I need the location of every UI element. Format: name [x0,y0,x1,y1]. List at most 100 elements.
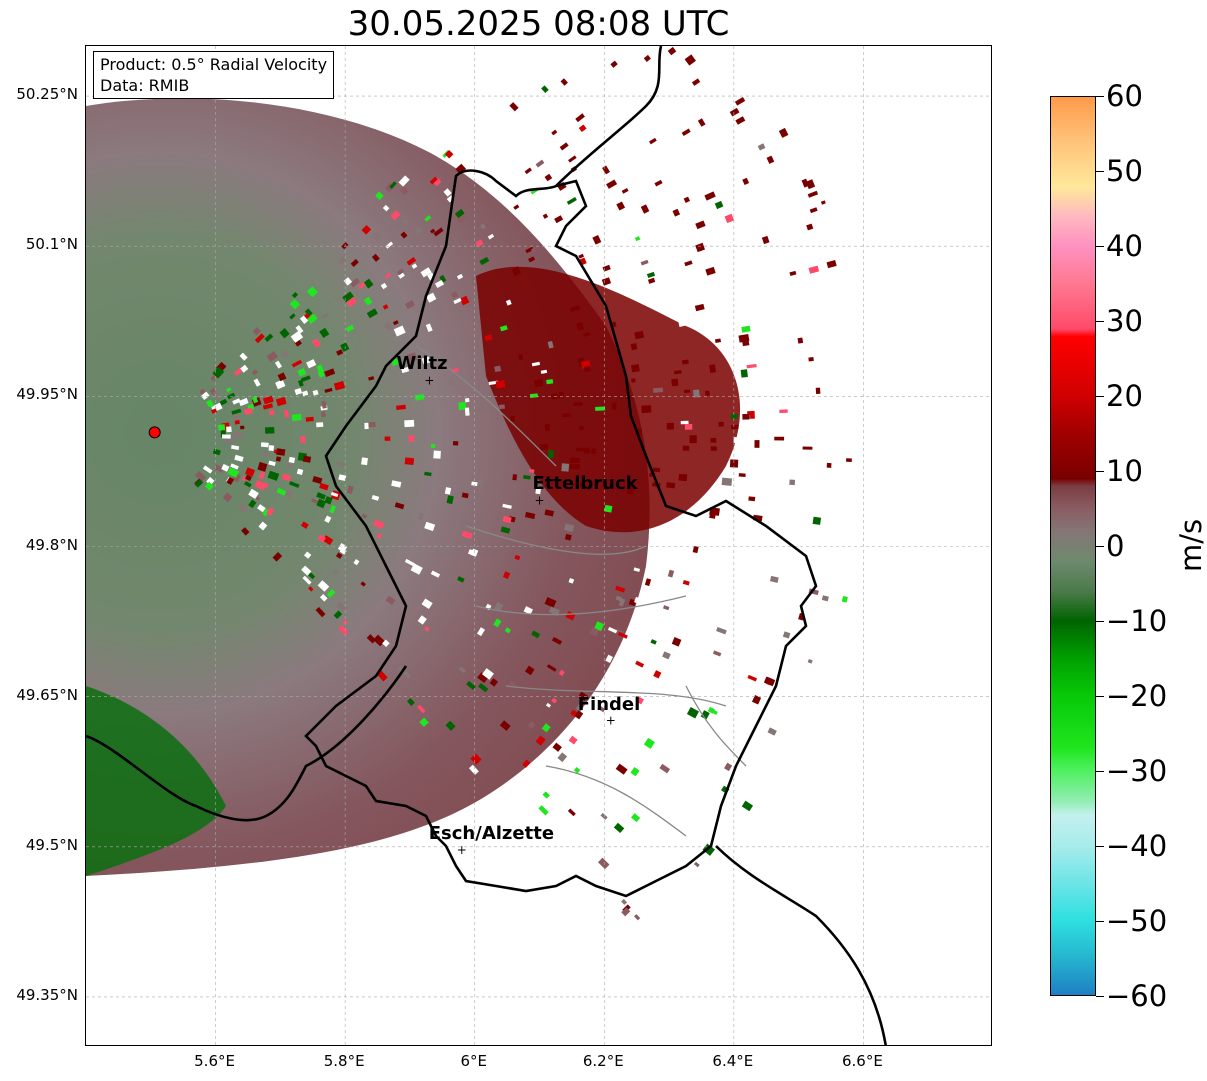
radar-pixel [767,727,777,736]
radar-pixel [425,323,433,333]
radar-pixel [584,447,590,454]
radar-pixel [754,440,760,448]
radar-pixel [562,413,571,418]
radar-pixel [221,463,230,472]
radar-pixel [789,479,796,486]
radar-pixel [299,315,309,324]
radar-pixel [484,334,493,342]
radar-pixel [541,723,551,733]
radar-pixel [329,505,337,514]
radar-pixel [254,479,267,491]
radar-pixel [631,378,636,383]
radar-pixel [464,397,470,403]
radar-pixel [316,422,324,428]
radar-pixel [199,388,206,395]
radar-pixel [391,480,402,488]
radar-pixel [301,565,312,576]
colorbar-tick-label: 40 [1106,229,1143,263]
radar-pixel [444,117,456,129]
radar-pixel [288,456,296,464]
map-area[interactable]: + + + + [85,45,992,1046]
radar-pixel [510,415,515,422]
radar-pixel [295,325,304,334]
colorbar-tick-label: 0 [1106,529,1125,563]
radar-pixel [336,461,345,467]
colorbar-tick [1096,246,1104,247]
radar-pixel [523,475,531,480]
radar-pixel [214,464,225,473]
radar-pixel [712,709,718,715]
radar-pixel [300,435,306,444]
radar-pixel [528,256,536,263]
radar-pixel [671,637,682,647]
lon-label: 6.4°E [712,1052,754,1070]
radar-pixel [525,246,534,254]
radar-pixel [575,113,585,123]
radar-pixel [430,443,436,448]
radar-pixel [457,214,467,224]
radar-pixel [678,318,686,327]
radar-pixel [433,227,444,237]
radar-pixel [475,239,484,248]
radar-pixel [476,627,486,637]
radar-pixel [716,627,727,635]
radar-pixel [266,507,275,516]
radar-pixel [662,651,671,660]
radar-pixel [396,268,405,276]
radar-pixel [551,636,563,645]
radar-pixel [349,277,361,288]
radar-pixel [741,325,751,333]
radar-pixel [326,589,336,598]
radar-pixel [202,465,213,474]
radar-pixel [257,504,266,513]
colorbar-tick-label: −20 [1106,679,1168,713]
lon-label: 5.6°E [194,1052,235,1070]
radar-pixel [582,810,592,820]
radar-pixel [681,128,691,136]
radar-pixel [599,878,611,889]
city-point-marker: + [606,714,616,728]
radar-pixel [445,720,456,731]
radar-pixel [306,286,318,298]
radar-pixel [276,487,287,496]
radar-pixel [710,437,717,443]
city-label-ettelbruck: Ettelbruck [532,473,638,495]
radar-site-marker [148,426,161,439]
radar-pixel [649,137,657,145]
radar-pixel [478,682,489,693]
radar-pixel [684,54,696,66]
colorbar-tick [1096,321,1104,322]
radar-pixel [345,296,357,308]
radar-pixel [683,543,690,551]
germany-border-north [555,46,663,187]
radar-pixel [531,361,541,367]
radar-pixel [695,220,706,230]
radar-pixel [561,463,570,472]
radar-pixel [774,436,785,441]
radar-pixel [633,914,641,921]
radar-pixel [245,467,256,477]
radar-pixel [252,327,261,336]
radar-pixel [573,767,581,774]
radar-pixel [367,421,376,428]
radar-pixel [552,742,562,752]
radar-pixel [742,413,750,420]
radar-pixel [740,532,746,539]
radar-pixel [262,395,274,405]
colorbar-tick [1096,996,1104,997]
radar-pixel [573,402,583,407]
radar-pixel [232,398,241,405]
radar-pixel [430,228,436,234]
radar-pixel [240,425,245,430]
radar-pixel [511,266,522,277]
radar-pixel [714,200,724,210]
radar-pixel [376,533,383,539]
radar-pixel [499,404,505,410]
radar-pixel [397,272,405,279]
colorbar-tick-label: −40 [1106,829,1168,863]
radar-pixel [308,586,314,592]
colorbar-tick-label: 30 [1106,304,1143,338]
lat-label: 49.65°N [16,685,78,704]
radar-pixel [401,217,410,226]
radar-pixel [317,369,325,378]
